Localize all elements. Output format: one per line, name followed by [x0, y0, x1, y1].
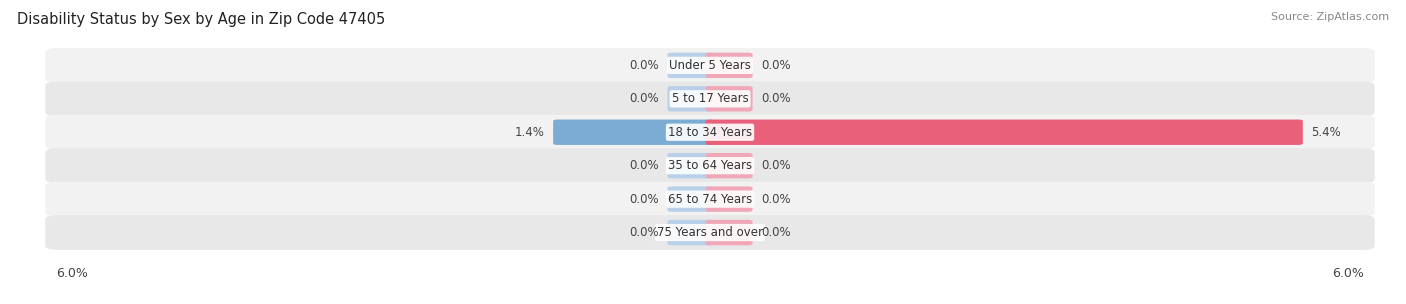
FancyBboxPatch shape	[45, 115, 1375, 150]
Text: 1.4%: 1.4%	[515, 126, 544, 139]
FancyBboxPatch shape	[668, 153, 714, 178]
Text: 0.0%: 0.0%	[761, 159, 790, 172]
FancyBboxPatch shape	[706, 86, 752, 112]
Text: 5 to 17 Years: 5 to 17 Years	[672, 92, 748, 105]
Text: 5.4%: 5.4%	[1312, 126, 1341, 139]
FancyBboxPatch shape	[706, 119, 1303, 145]
FancyBboxPatch shape	[706, 186, 752, 212]
FancyBboxPatch shape	[706, 53, 752, 78]
Text: 0.0%: 0.0%	[630, 92, 659, 105]
Text: 35 to 64 Years: 35 to 64 Years	[668, 159, 752, 172]
Text: 18 to 34 Years: 18 to 34 Years	[668, 126, 752, 139]
Text: 6.0%: 6.0%	[56, 267, 89, 280]
Text: 0.0%: 0.0%	[630, 159, 659, 172]
FancyBboxPatch shape	[553, 119, 714, 145]
FancyBboxPatch shape	[706, 220, 752, 245]
Text: 0.0%: 0.0%	[630, 193, 659, 206]
FancyBboxPatch shape	[45, 215, 1375, 250]
FancyBboxPatch shape	[668, 220, 714, 245]
Text: 0.0%: 0.0%	[761, 226, 790, 239]
FancyBboxPatch shape	[45, 148, 1375, 183]
Text: 0.0%: 0.0%	[630, 59, 659, 72]
Text: Under 5 Years: Under 5 Years	[669, 59, 751, 72]
FancyBboxPatch shape	[45, 182, 1375, 216]
FancyBboxPatch shape	[706, 153, 752, 178]
FancyBboxPatch shape	[668, 186, 714, 212]
FancyBboxPatch shape	[45, 48, 1375, 83]
Text: Disability Status by Sex by Age in Zip Code 47405: Disability Status by Sex by Age in Zip C…	[17, 12, 385, 27]
Text: 6.0%: 6.0%	[1331, 267, 1364, 280]
Text: 0.0%: 0.0%	[630, 226, 659, 239]
FancyBboxPatch shape	[668, 53, 714, 78]
Text: Source: ZipAtlas.com: Source: ZipAtlas.com	[1271, 12, 1389, 22]
Text: 0.0%: 0.0%	[761, 59, 790, 72]
Text: 0.0%: 0.0%	[761, 92, 790, 105]
FancyBboxPatch shape	[668, 86, 714, 112]
Text: 75 Years and over: 75 Years and over	[657, 226, 763, 239]
Text: 65 to 74 Years: 65 to 74 Years	[668, 193, 752, 206]
Text: 0.0%: 0.0%	[761, 193, 790, 206]
FancyBboxPatch shape	[45, 81, 1375, 116]
